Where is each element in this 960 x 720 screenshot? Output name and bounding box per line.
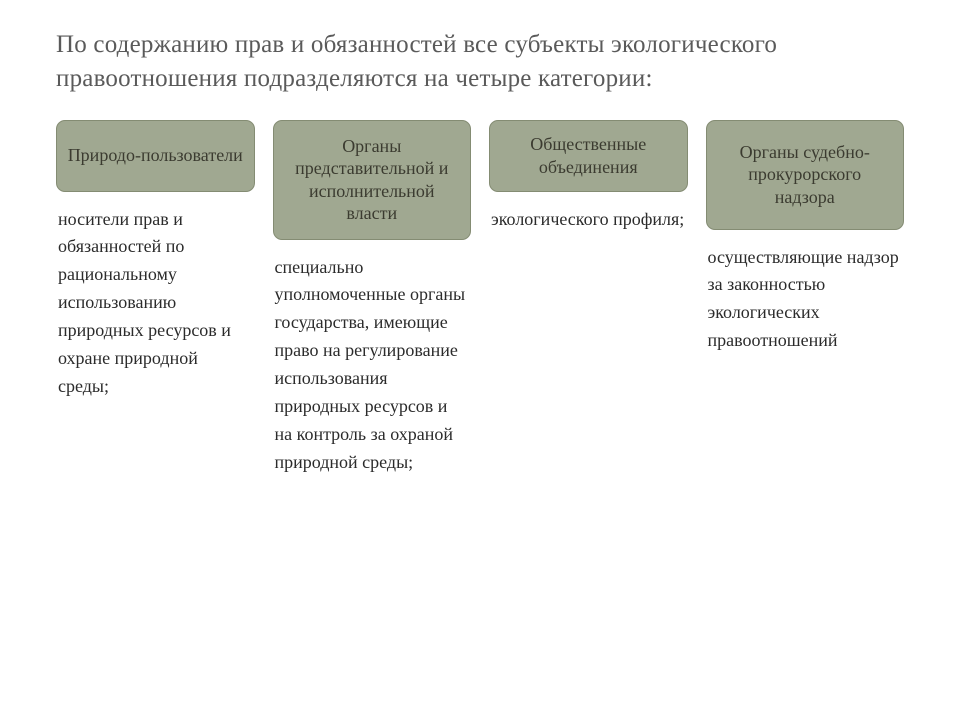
page-title: По содержанию прав и обязанностей все су…: [56, 28, 904, 96]
category-card: Органы представительной и исполнительной…: [273, 120, 472, 240]
category-col-3: Органы судебно-прокурорского надзора осу…: [706, 120, 905, 477]
category-card: Общественные объединения: [489, 120, 688, 192]
category-description: специально уполномоченные органы государ…: [273, 254, 472, 477]
category-col-0: Природо-пользователи носители прав и обя…: [56, 120, 255, 477]
category-col-1: Органы представительной и исполнительной…: [273, 120, 472, 477]
category-description: носители прав и обязанностей по рационал…: [56, 206, 255, 401]
category-card: Природо-пользователи: [56, 120, 255, 192]
category-description: осуществляющие надзор за законностью эко…: [706, 244, 905, 356]
category-description: экологического профиля;: [489, 206, 688, 234]
categories-row: Природо-пользователи носители прав и обя…: [56, 120, 904, 477]
category-col-2: Общественные объединения экологического …: [489, 120, 688, 477]
category-card: Органы судебно-прокурорского надзора: [706, 120, 905, 230]
